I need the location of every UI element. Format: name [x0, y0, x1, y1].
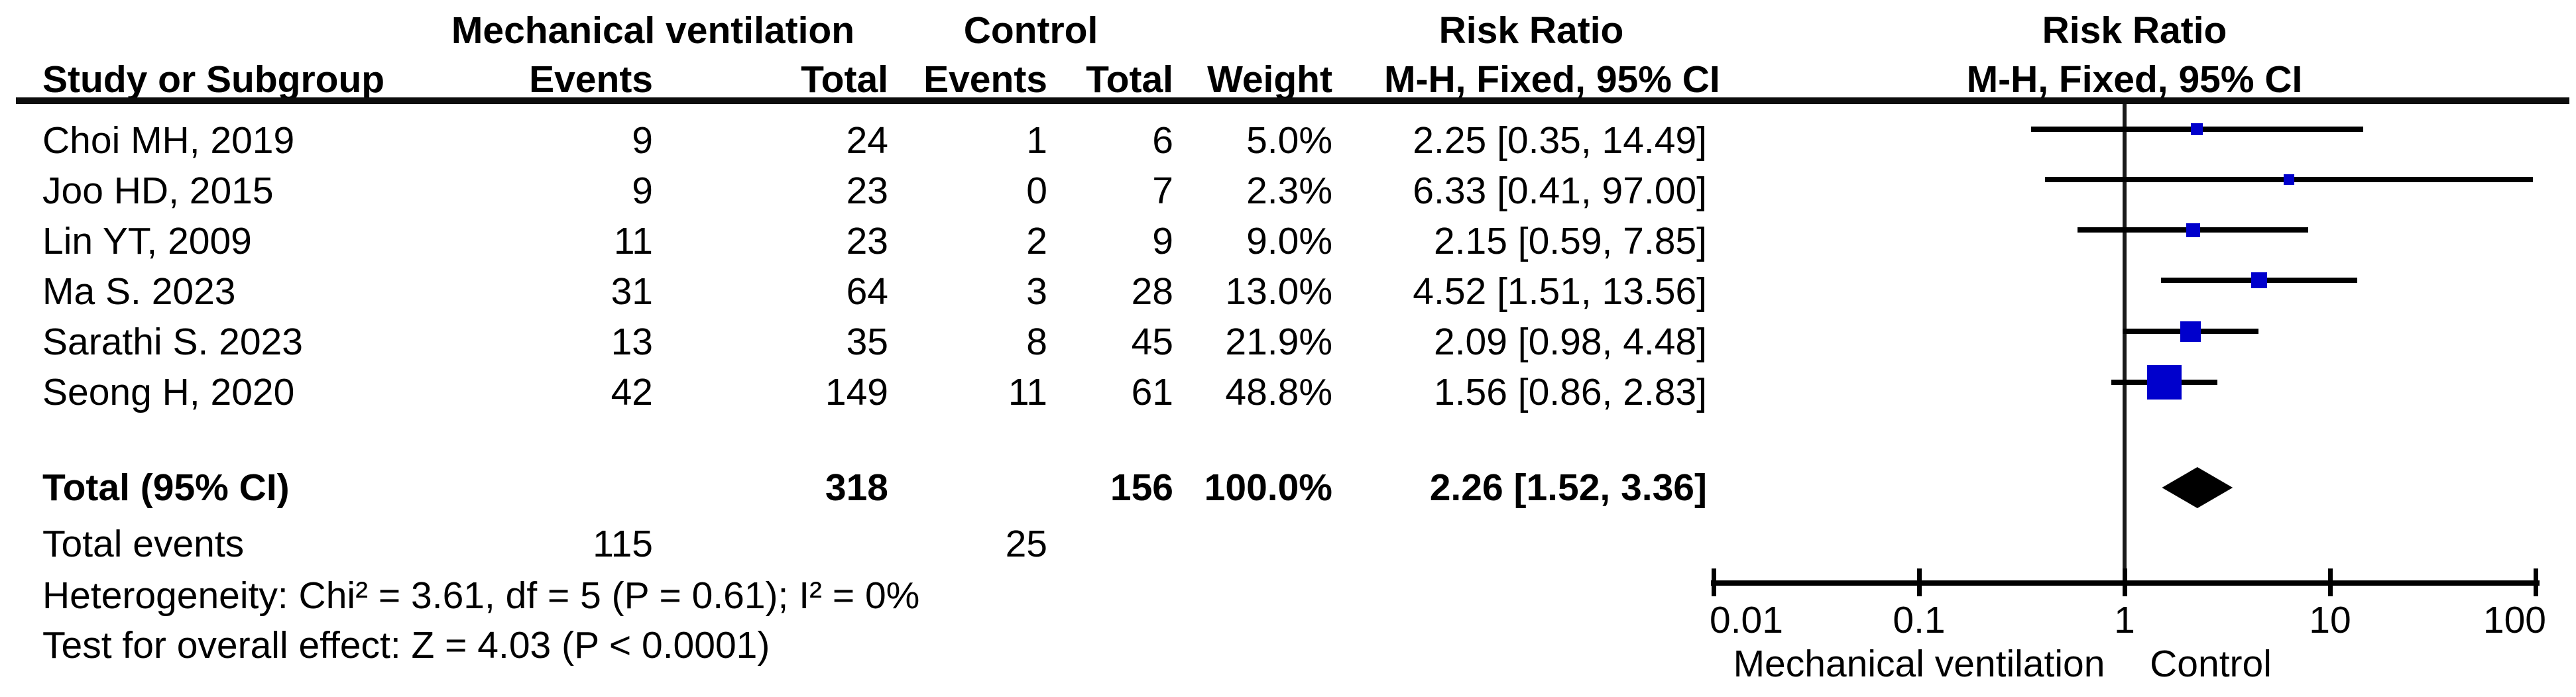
- events-mv: 42: [611, 371, 653, 413]
- total-control: 45: [1131, 321, 1173, 363]
- effect-square: [2186, 223, 2200, 237]
- axis-tick-label: 100: [2483, 599, 2546, 641]
- total-control: 6: [1152, 119, 1173, 162]
- study-name: Ma S. 2023: [42, 270, 236, 313]
- weight-value: 2.3%: [1246, 170, 1332, 212]
- ci-text: 6.33 [0.41, 97.00]: [1413, 170, 1707, 212]
- favours-right-label: Control: [2150, 643, 2272, 685]
- total-mv: 24: [846, 119, 888, 162]
- col-header-group-control: Control: [963, 9, 1098, 52]
- events-mv: 13: [611, 321, 653, 363]
- axis-tick-label: 1: [2114, 599, 2135, 641]
- events-control: 11: [1008, 371, 1047, 413]
- weight-value: 48.8%: [1225, 371, 1332, 413]
- effect-square: [2191, 123, 2203, 135]
- total-row-weight: 100.0%: [1204, 466, 1332, 509]
- ci-text: 4.52 [1.51, 13.56]: [1413, 270, 1707, 313]
- overall-effect-text: Test for overall effect: Z = 4.03 (P < 0…: [42, 624, 770, 667]
- header-divider-rule: [16, 97, 2569, 104]
- col-header-study: Study or Subgroup: [42, 58, 385, 101]
- events-control: 8: [1026, 321, 1047, 363]
- total-control: 61: [1131, 371, 1173, 413]
- weight-value: 21.9%: [1225, 321, 1332, 363]
- effect-square: [2146, 365, 2182, 400]
- total-events-label: Total events: [42, 523, 245, 565]
- axis-tick: [1917, 568, 1922, 596]
- axis-tick-label: 0.01: [1710, 599, 1783, 641]
- ci-text: 1.56 [0.86, 2.83]: [1434, 371, 1707, 413]
- plot-header-risk-ratio: Risk Ratio: [2042, 9, 2227, 52]
- col-header-events-control: Events: [923, 58, 1047, 101]
- study-name: Choi MH, 2019: [42, 119, 295, 162]
- favours-left-label: Mechanical ventilation: [1733, 643, 2105, 685]
- ci-text: 2.25 [0.35, 14.49]: [1413, 119, 1707, 162]
- total-control: 28: [1131, 270, 1173, 313]
- total-row-total-mv: 318: [825, 466, 888, 509]
- col-header-weight: Weight: [1207, 58, 1332, 101]
- weight-value: 5.0%: [1246, 119, 1332, 162]
- events-mv: 9: [632, 170, 653, 212]
- axis-tick-label: 10: [2309, 599, 2351, 641]
- events-control: 2: [1026, 220, 1047, 262]
- weight-value: 13.0%: [1225, 270, 1332, 313]
- col-header-total-control: Total: [1086, 58, 1173, 101]
- summary-diamond: [2162, 467, 2233, 508]
- effect-square: [2284, 174, 2295, 185]
- heterogeneity-text: Heterogeneity: Chi² = 3.61, df = 5 (P = …: [42, 574, 920, 617]
- effect-square: [2180, 321, 2201, 342]
- total-mv: 23: [846, 220, 888, 262]
- weight-value: 9.0%: [1246, 220, 1332, 262]
- events-control: 0: [1026, 170, 1047, 212]
- total-mv: 64: [846, 270, 888, 313]
- total-control: 9: [1152, 220, 1173, 262]
- total-row-total-control: 156: [1110, 466, 1173, 509]
- axis-tick: [2123, 568, 2127, 596]
- total-control: 7: [1152, 170, 1173, 212]
- total-mv: 23: [846, 170, 888, 212]
- effect-square: [2251, 272, 2268, 288]
- study-name: Seong H, 2020: [42, 371, 295, 413]
- total-row-label: Total (95% CI): [42, 466, 290, 509]
- col-header-risk-ratio: Risk Ratio: [1438, 9, 1624, 52]
- study-name: Lin YT, 2009: [42, 220, 252, 262]
- study-name: Joo HD, 2015: [42, 170, 274, 212]
- study-name: Sarathi S. 2023: [42, 321, 303, 363]
- ci-text: 2.09 [0.98, 4.48]: [1434, 321, 1707, 363]
- events-mv: 11: [613, 220, 653, 262]
- total-mv: 149: [825, 371, 888, 413]
- events-control: 1: [1026, 119, 1047, 162]
- events-mv: 9: [632, 119, 653, 162]
- col-header-group-experimental: Mechanical ventilation: [451, 9, 855, 52]
- axis-tick: [1712, 568, 1716, 596]
- total-mv: 35: [846, 321, 888, 363]
- col-header-events-mv: Events: [529, 58, 653, 101]
- axis-tick: [2534, 568, 2538, 596]
- axis-tick-label: 0.1: [1893, 599, 1946, 641]
- ci-text: 2.15 [0.59, 7.85]: [1434, 220, 1707, 262]
- total-row-ci-text: 2.26 [1.52, 3.36]: [1429, 466, 1707, 509]
- col-header-mh-ci: M-H, Fixed, 95% CI: [1384, 58, 1720, 101]
- plot-header-mh-ci: M-H, Fixed, 95% CI: [1966, 58, 2303, 101]
- events-control: 3: [1026, 270, 1047, 313]
- total-events-control: 25: [1005, 523, 1047, 565]
- total-events-mv: 115: [593, 523, 653, 565]
- events-mv: 31: [611, 270, 653, 313]
- axis-tick: [2328, 568, 2333, 596]
- col-header-total-mv: Total: [801, 58, 888, 101]
- null-effect-line: [2123, 104, 2127, 586]
